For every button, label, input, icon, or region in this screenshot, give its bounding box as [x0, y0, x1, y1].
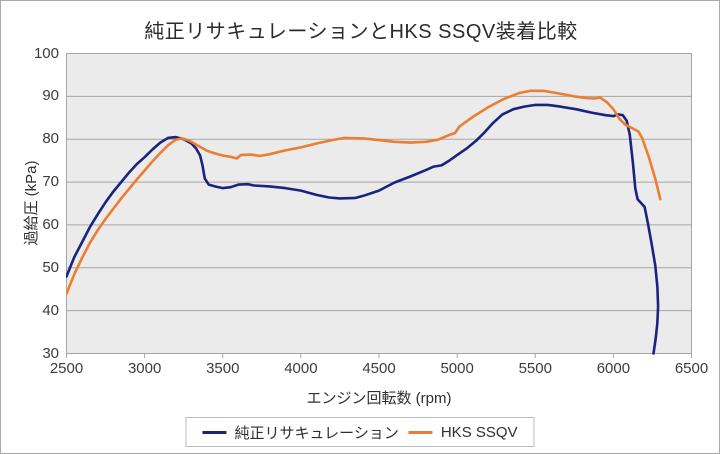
y-tick-label: 60 [42, 215, 59, 233]
x-axis-title: エンジン回転数 (rpm) [306, 390, 452, 407]
x-tick-label: 6000 [596, 360, 631, 377]
x-tick-label: 4500 [362, 360, 396, 377]
x-tick-label: 5500 [518, 360, 552, 377]
x-tick-label: 4000 [284, 360, 318, 377]
legend-entry-hks: HKS SSQV [408, 423, 518, 441]
y-tick-label: 90 [42, 87, 59, 105]
y-tick-label: 50 [42, 258, 59, 276]
x-tick-label: 2500 [49, 360, 84, 377]
chart-title: 純正リサキュレーションとHKS SSQV装着比較 [144, 21, 578, 43]
legend-label-hks: HKS SSQV [440, 423, 518, 441]
y-tick-label: 30 [42, 344, 59, 362]
legend-line-swatch-stock [202, 430, 227, 434]
legend-label-stock: 純正リサキュレーション [234, 424, 399, 442]
y-tick-label: 70 [42, 173, 59, 191]
y-tick-label: 80 [42, 130, 59, 148]
plot-area [66, 53, 692, 358]
x-tick-label: 5000 [440, 360, 474, 377]
x-tick-label: 3500 [206, 360, 240, 377]
y-tick-label: 100 [33, 44, 59, 62]
legend-entry-stock: 純正リサキュレーション [202, 422, 399, 443]
x-tick-label: 6500 [674, 360, 709, 377]
y-tick-label: 40 [42, 301, 59, 319]
x-tick-label: 3000 [127, 360, 162, 377]
legend-line-swatch-hks [408, 430, 433, 434]
legend: 純正リサキュレーション HKS SSQV [185, 417, 535, 447]
